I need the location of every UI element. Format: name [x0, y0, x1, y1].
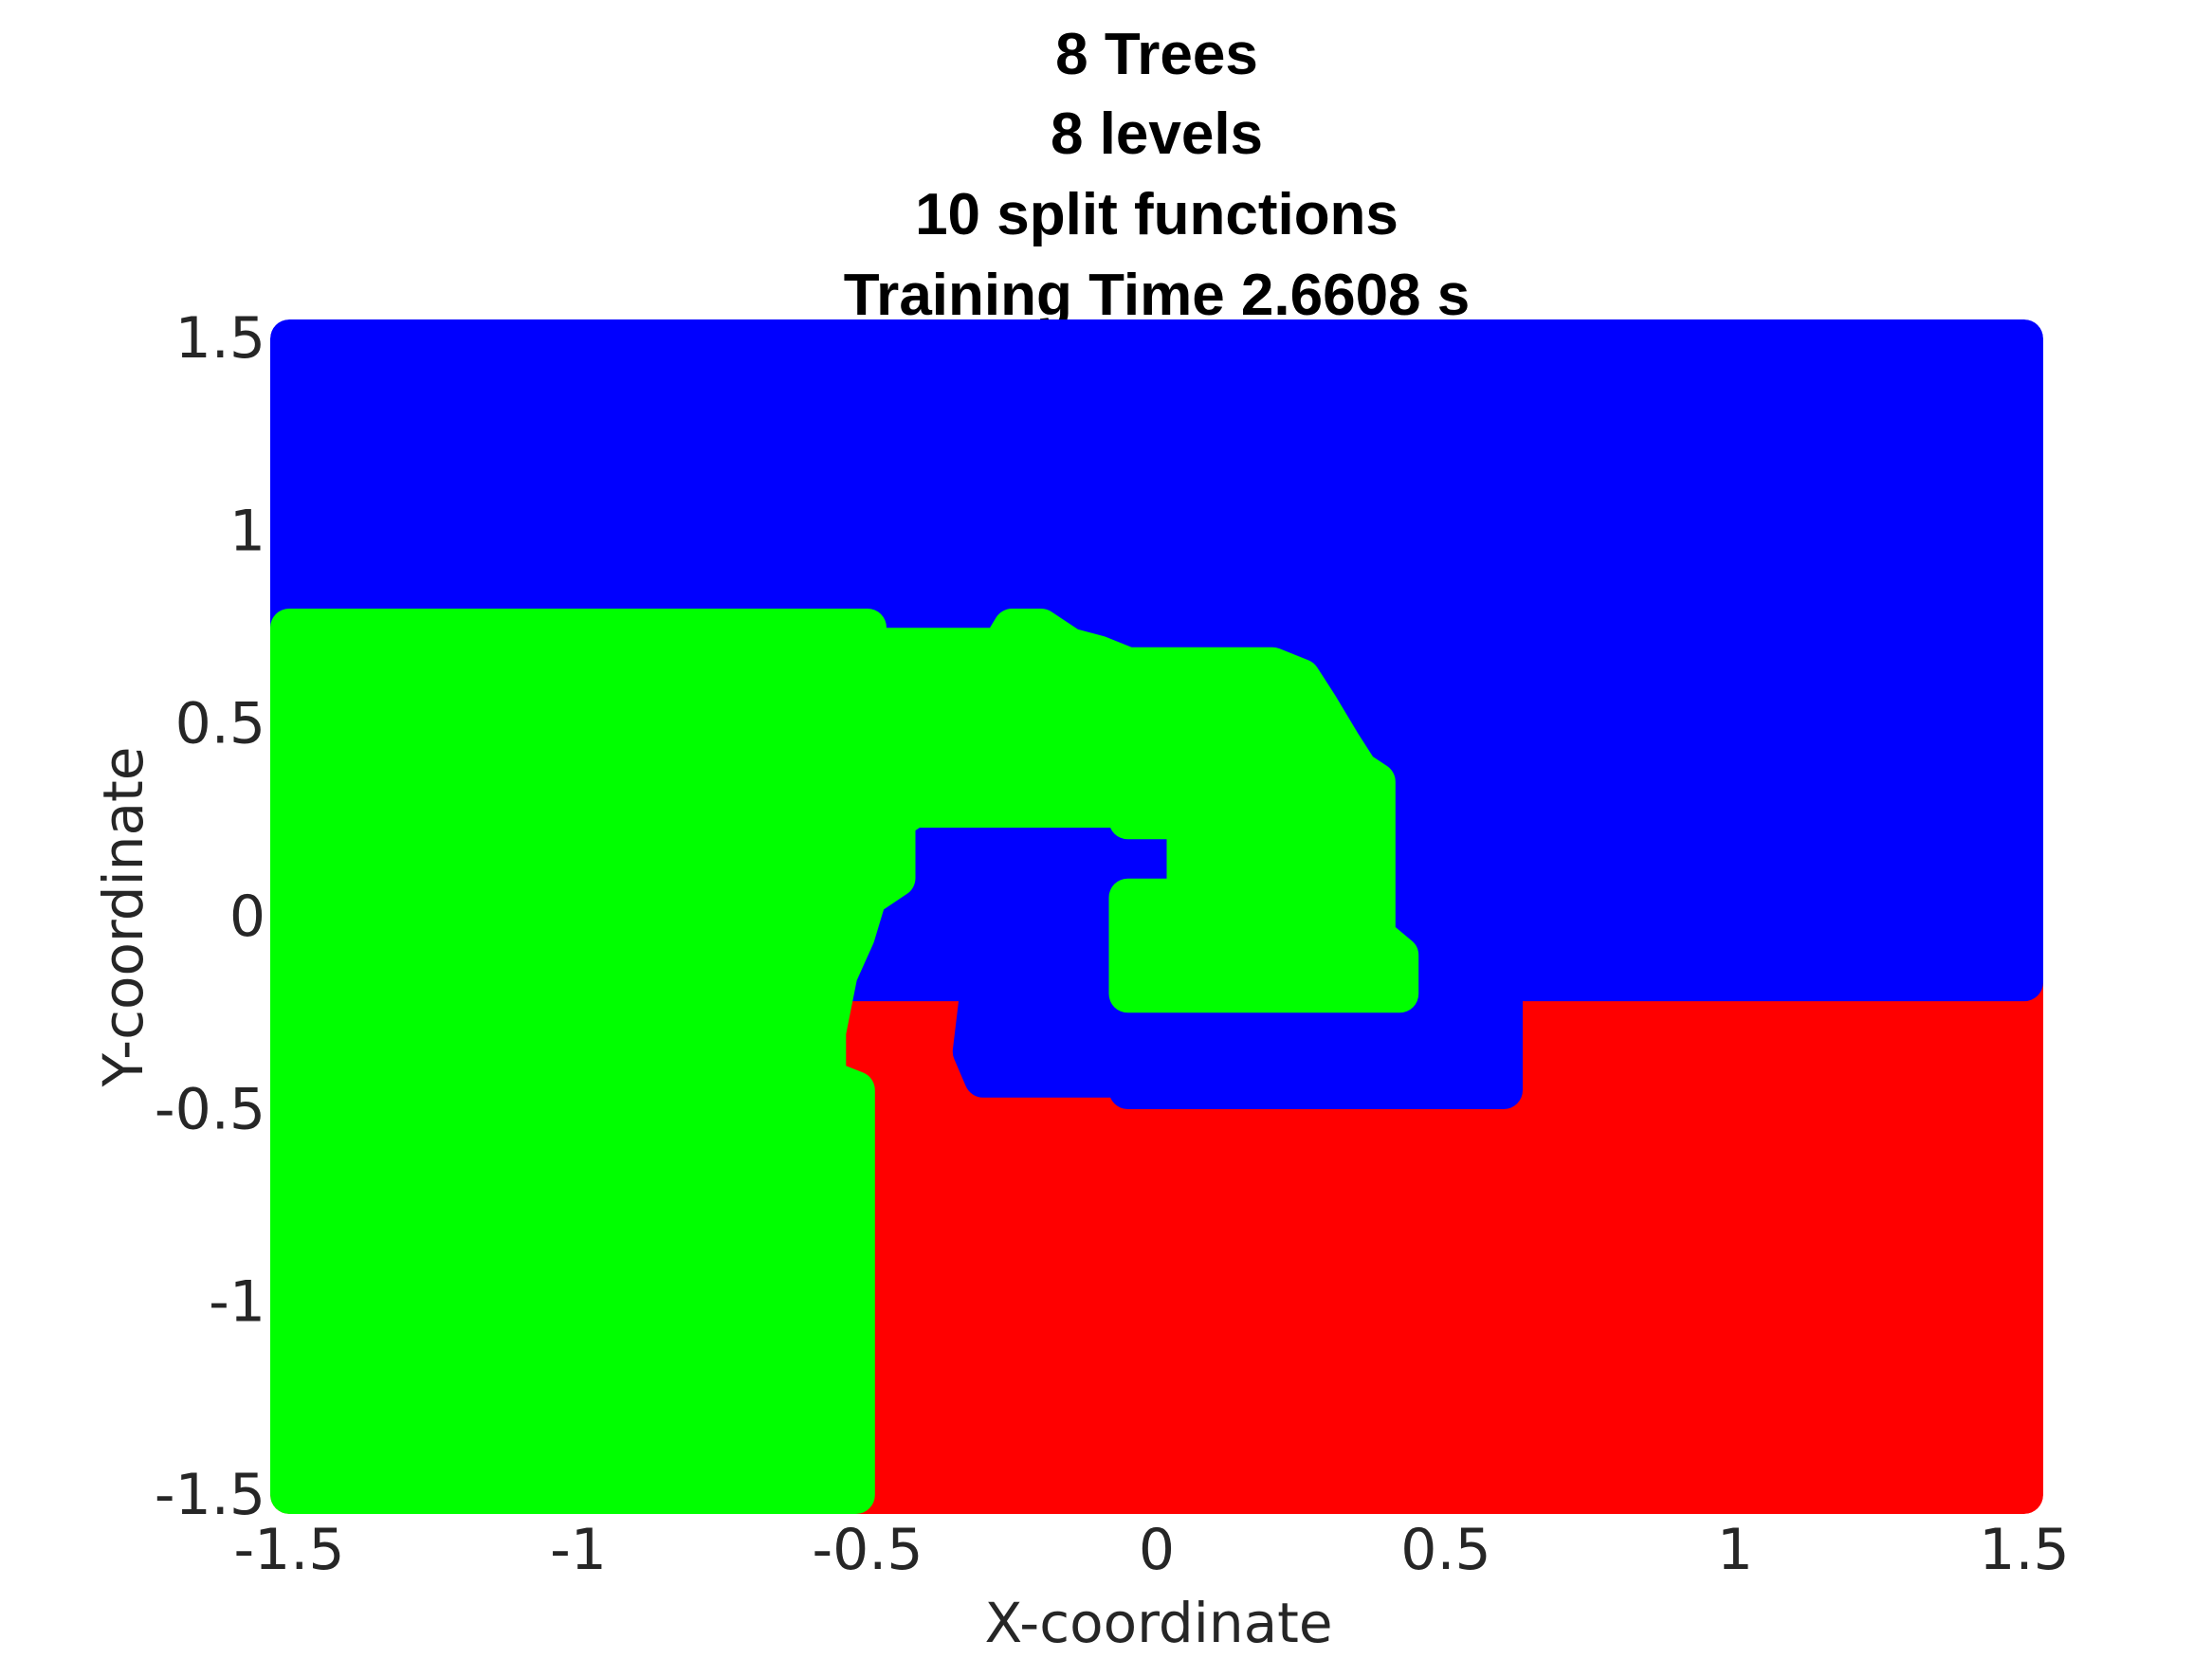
title-line-2: 8 levels: [1051, 101, 1263, 167]
y-tick-label: 1: [229, 498, 265, 564]
title-line-4: Training Time 2.6608 s: [844, 263, 1471, 328]
x-tick-label: 0.5: [1400, 1517, 1490, 1583]
x-axis-label: X-coordinate: [984, 1591, 1332, 1655]
x-tick-label: -1.5: [233, 1517, 344, 1583]
title-line-3: 10 split functions: [915, 182, 1398, 247]
plot-area: [270, 319, 2043, 1514]
y-tick-label: -0.5: [155, 1076, 265, 1142]
x-tick-label: -0.5: [812, 1517, 923, 1583]
x-tick-label: 0: [1139, 1517, 1175, 1583]
x-tick-label: 1.5: [1979, 1517, 2069, 1583]
title-line-1: 8 Trees: [1055, 22, 1258, 87]
chart-title: 8 Trees 8 levels 10 split functions Trai…: [844, 22, 1471, 328]
y-tick-label: -1: [209, 1269, 265, 1336]
y-tick-labels: -1.5 -1 -0.5 0 0.5 1 1.5: [155, 305, 265, 1528]
class-1-region-0: [270, 609, 1419, 1514]
y-tick-label: -1.5: [155, 1462, 265, 1528]
y-tick-label: 0: [229, 884, 265, 950]
x-tick-label: -1: [550, 1517, 607, 1583]
y-tick-label: 1.5: [175, 305, 265, 372]
y-axis-label: Y-coordinate: [91, 747, 155, 1088]
x-tick-label: 1: [1717, 1517, 1753, 1583]
x-tick-labels: -1.5 -1 -0.5 0 0.5 1 1.5: [233, 1517, 2069, 1583]
y-tick-label: 0.5: [175, 691, 265, 757]
